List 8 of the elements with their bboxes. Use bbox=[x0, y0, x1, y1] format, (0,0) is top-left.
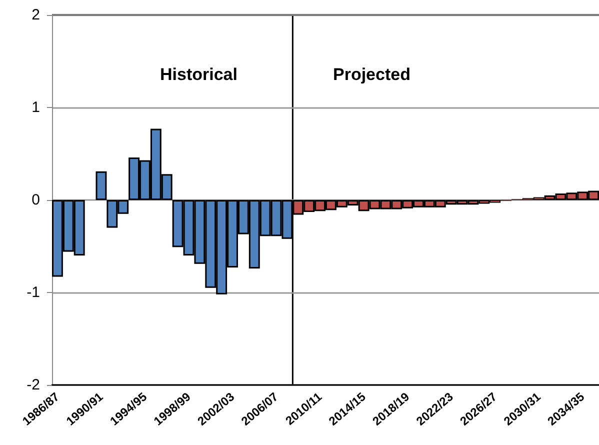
annotation: Projected bbox=[333, 65, 410, 84]
y-tick-label: 0 bbox=[32, 192, 40, 208]
y-tick-label: 1 bbox=[32, 99, 40, 116]
y-tick-label: 2 bbox=[32, 6, 40, 24]
y-tick-label: -1 bbox=[26, 284, 40, 301]
bar bbox=[96, 171, 107, 200]
annotation: Historical bbox=[160, 65, 238, 84]
y-tick-label: -2 bbox=[26, 376, 40, 394]
